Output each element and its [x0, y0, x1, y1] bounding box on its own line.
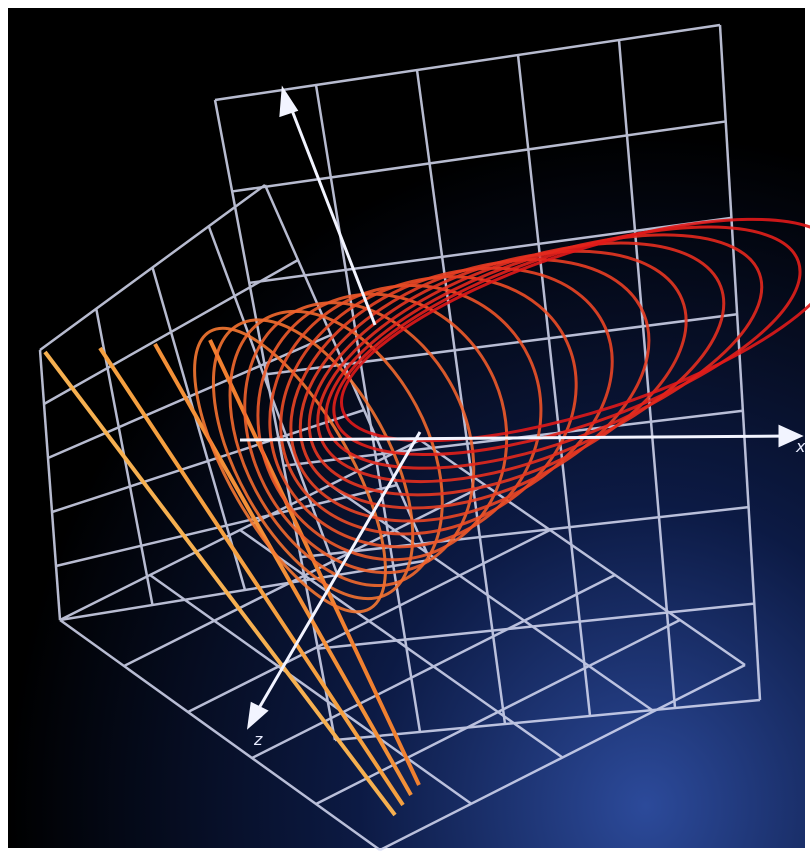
surface-curves	[43, 217, 810, 817]
grid-line	[249, 216, 732, 285]
grid-line	[43, 258, 299, 406]
grid-line	[314, 84, 422, 733]
grid-line	[317, 602, 755, 650]
grid-line	[149, 573, 472, 805]
grid-line	[187, 528, 551, 714]
background	[8, 8, 805, 848]
grid-line	[55, 483, 398, 568]
curve-loop	[332, 225, 802, 457]
grid-line	[415, 69, 507, 725]
grid-line	[239, 528, 564, 759]
curve-loop	[211, 318, 415, 601]
curve-loop	[256, 292, 509, 562]
grid-line	[39, 183, 266, 352]
curve-loop	[268, 283, 543, 549]
grid-line	[300, 505, 749, 559]
grid-line	[51, 408, 365, 514]
grid-line	[47, 333, 332, 460]
grid-line	[38, 349, 62, 621]
z-axis-label: z	[253, 730, 263, 749]
curve-loop	[279, 275, 578, 536]
grid-line	[59, 438, 421, 622]
grid-line	[334, 698, 761, 742]
y-arrow	[279, 85, 299, 118]
curve-loop	[228, 309, 444, 588]
curve-line	[43, 350, 397, 817]
grid-line	[251, 573, 616, 760]
curve-loop	[298, 258, 651, 510]
x-arrow	[778, 424, 804, 448]
z-arrow	[246, 701, 269, 730]
grid-line	[214, 23, 721, 102]
y-axis	[286, 99, 377, 326]
grid-line	[315, 618, 681, 806]
curve-line	[153, 343, 413, 796]
grid-line	[329, 483, 655, 713]
grid-line	[718, 24, 762, 701]
grid-line	[263, 184, 432, 561]
grid-line	[231, 120, 726, 193]
grid-line	[59, 618, 381, 852]
curve-line	[98, 346, 405, 807]
curve-loop	[289, 266, 614, 523]
curve-loop	[307, 249, 688, 497]
grid-line	[617, 39, 677, 709]
z-axis	[253, 431, 422, 716]
axes	[239, 85, 804, 730]
grid-line	[379, 663, 746, 852]
grid-line	[516, 54, 592, 717]
grid-line	[123, 483, 486, 668]
x-axis	[239, 434, 791, 442]
x-axis-label: x	[795, 437, 806, 456]
curve-loop	[243, 301, 476, 575]
curve-loop	[339, 217, 810, 443]
